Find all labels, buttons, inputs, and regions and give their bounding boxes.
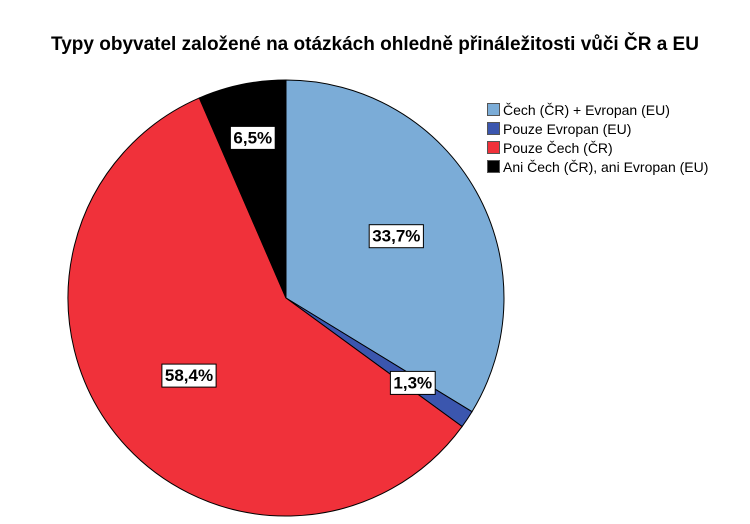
legend-swatch [487,160,500,173]
legend-swatch [487,122,500,135]
data-label-text: 58,4% [165,366,213,385]
legend: Čech (ČR) + Evropan (EU) Pouze Evropan (… [487,100,708,176]
data-label-pouze-evropan: 1,3% [389,370,436,395]
data-label-box [389,370,436,395]
legend-label: Ani Čech (ČR), ani Evropan (EU) [503,158,709,175]
pie-slice-pouze-cech [67,97,463,517]
data-label-cech-evropan: 33,7% [368,224,424,249]
legend-label: Pouze Evropan (EU) [503,120,632,137]
data-label-box [368,224,424,249]
data-label-box [229,125,276,150]
data-label-text: 1,3% [393,373,432,392]
legend-label: Pouze Čech (ČR) [503,139,613,156]
data-label-text: 6,5% [233,128,272,147]
legend-item-ani-cech-ani-evropan: Ani Čech (ČR), ani Evropan (EU) [487,157,708,176]
legend-item-pouze-evropan: Pouze Evropan (EU) [487,119,708,138]
data-label-box [161,363,217,388]
chart-title: Typy obyvatel založené na otázkách ohled… [51,34,699,55]
legend-swatch [487,141,500,154]
legend-item-pouze-cech: Pouze Čech (ČR) [487,138,708,157]
legend-label: Čech (ČR) + Evropan (EU) [503,101,670,118]
data-label-pouze-cech: 58,4% [161,363,217,388]
data-label-ani-cech-ani-evropan: 6,5% [229,125,276,150]
legend-swatch [487,103,500,116]
legend-item-cech-evropan: Čech (ČR) + Evropan (EU) [487,100,708,119]
data-label-text: 33,7% [372,227,420,246]
